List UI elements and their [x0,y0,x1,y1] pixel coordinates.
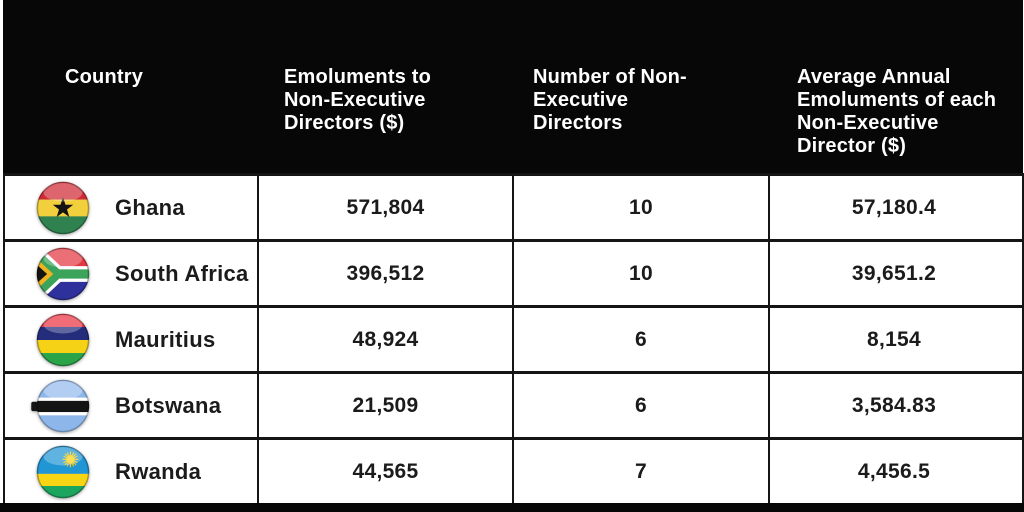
num-directors-cell: 10 [512,176,768,239]
table-row-ghana: Ghana 571,804 10 57,180.4 [5,173,1022,239]
country-name: Ghana [115,194,185,220]
num-directors-cell: 10 [512,242,768,305]
column-header-emoluments: Emoluments to Non-Executive Directors ($… [284,66,432,134]
country-cell: South Africa [5,242,257,305]
country-cell: Botswana [5,374,257,437]
ghana-flag-icon [36,181,90,234]
column-header-num-directors: Number of Non-Executive Directors [533,66,687,134]
table-row-rwanda: Rwanda 44,565 7 4,456.5 [5,437,1022,503]
avg-emoluments-cell: 3,584.83 [768,374,1018,437]
country-cell: Ghana [5,176,257,239]
south-africa-flag-icon [36,247,90,300]
table-row-mauritius: Mauritius 48,924 6 8,154 [5,305,1022,371]
table-row-south-africa: South Africa 396,512 10 39,651.2 [5,239,1022,305]
country-cell: Mauritius [5,308,257,371]
country-name: Botswana [115,392,222,418]
country-name: Rwanda [115,458,202,484]
num-directors-cell: 6 [512,374,768,437]
table-header-band: Country Emoluments to Non-Executive Dire… [3,0,1023,173]
avg-emoluments-cell: 8,154 [768,308,1018,371]
table-body: Ghana 571,804 10 57,180.4 [3,173,1024,503]
num-directors-cell: 7 [512,440,768,503]
emoluments-cell: 571,804 [257,176,512,239]
botswana-flag-icon [31,379,90,432]
column-header-country: Country [65,66,144,88]
country-cell: Rwanda [5,440,257,503]
emoluments-cell: 21,509 [257,374,512,437]
country-name: Mauritius [115,326,216,352]
num-directors-cell: 6 [512,308,768,371]
rwanda-flag-icon [36,445,90,498]
mauritius-flag-icon [36,313,90,366]
emoluments-cell: 44,565 [257,440,512,503]
avg-emoluments-cell: 4,456.5 [768,440,1018,503]
country-name: South Africa [115,260,249,286]
column-header-avg-emoluments: Average Annual Emoluments of each Non-Ex… [797,66,997,157]
emoluments-cell: 396,512 [257,242,512,305]
avg-emoluments-cell: 39,651.2 [768,242,1018,305]
table-row-botswana: Botswana 21,509 6 3,584.83 [5,371,1022,437]
table-bottom-border [0,503,1024,512]
emoluments-cell: 48,924 [257,308,512,371]
avg-emoluments-cell: 57,180.4 [768,176,1018,239]
